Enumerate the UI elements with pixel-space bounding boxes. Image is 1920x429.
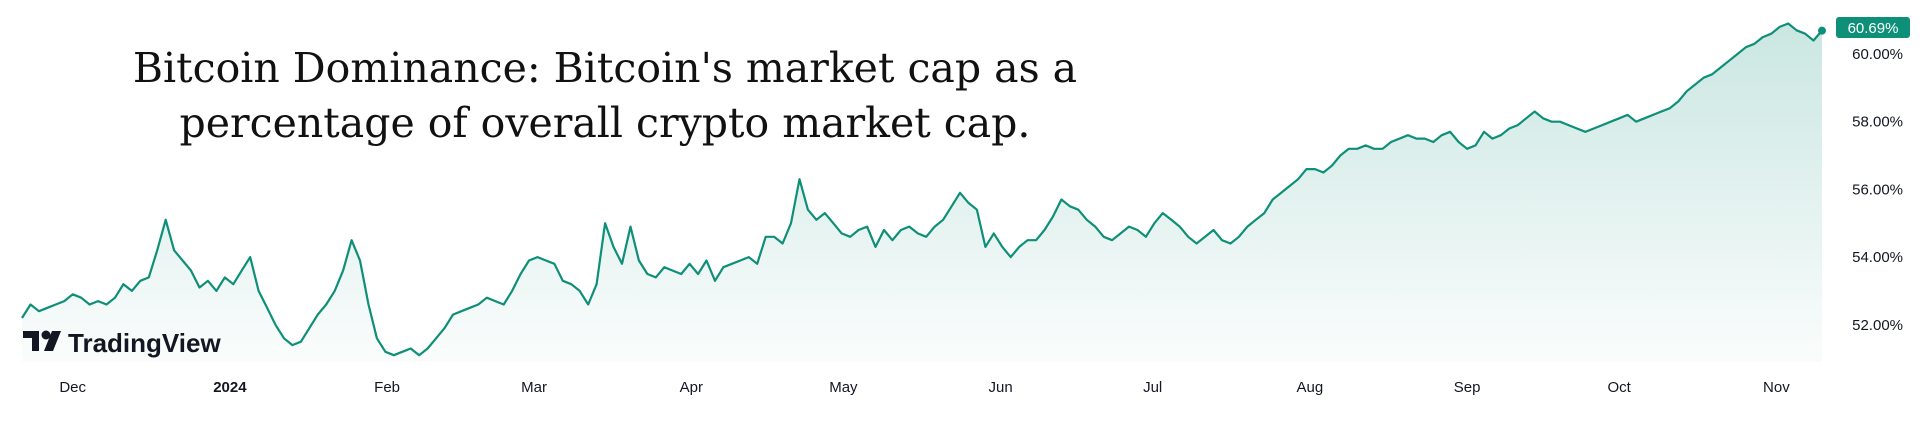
tradingview-logo[interactable]: TradingView [23, 328, 221, 358]
y-tick-label: 58.00% [1852, 114, 1903, 131]
x-tick-label: Jul [1143, 379, 1162, 396]
title-line-2: percentage of overall crypto market cap. [180, 99, 1031, 147]
last-value-label: 60.69% [1848, 20, 1899, 37]
x-tick-label: Feb [374, 379, 400, 396]
brand-name: TradingView [68, 328, 221, 358]
series-line [21, 22, 1823, 357]
x-tick-label: Sep [1454, 379, 1481, 396]
y-tick-label: 60.00% [1852, 46, 1903, 63]
y-tick-label: 54.00% [1852, 249, 1903, 266]
x-tick-label: 2024 [213, 379, 247, 396]
y-axis: 52.00% 54.00% 56.00% 58.00% 60.00% [1852, 46, 1903, 334]
plot-area [21, 22, 1826, 362]
title-line-1: Bitcoin Dominance: Bitcoin's market cap … [133, 44, 1077, 92]
tradingview-logo-icon [23, 330, 61, 351]
x-tick-label: Aug [1297, 379, 1324, 396]
y-tick-label: 52.00% [1852, 317, 1903, 334]
chart-title: Bitcoin Dominance: Bitcoin's market cap … [133, 44, 1077, 147]
x-tick-label: May [829, 379, 858, 396]
x-tick-label: Nov [1763, 379, 1790, 396]
last-value-point [1818, 26, 1826, 35]
series-area-fill [22, 23, 1822, 362]
x-tick-label: Oct [1608, 379, 1632, 396]
x-tick-label: Apr [680, 379, 703, 396]
x-axis: Dec 2024 Feb Mar Apr May Jun Jul Aug Sep Oct Nov [59, 379, 1790, 396]
x-tick-label: Jun [989, 379, 1013, 396]
y-tick-label: 56.00% [1852, 181, 1903, 198]
last-value-badge[interactable]: 60.69% [1836, 17, 1910, 38]
x-tick-label: Mar [521, 379, 547, 396]
x-tick-label: Dec [59, 379, 86, 396]
